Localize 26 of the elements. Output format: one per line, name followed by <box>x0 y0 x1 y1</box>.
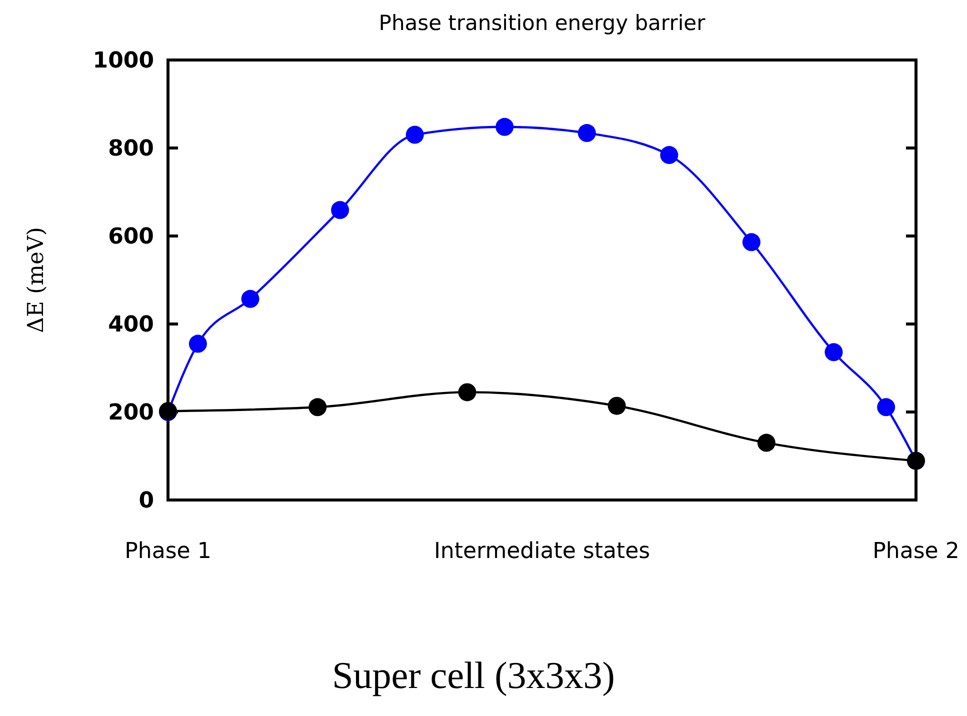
chart-title: Phase transition energy barrier <box>378 11 706 35</box>
point <box>660 146 678 164</box>
point <box>458 383 476 402</box>
y-tick-label: 800 <box>108 136 154 162</box>
point <box>308 398 327 416</box>
x-tick-label: Phase 2 <box>872 539 960 564</box>
y-tick-label: 0 <box>138 488 154 514</box>
y-tick-label: 200 <box>108 400 154 426</box>
point <box>578 124 596 142</box>
point <box>331 201 350 220</box>
point <box>877 398 896 416</box>
point <box>608 396 626 415</box>
x-tick-label: Intermediate states <box>434 539 650 564</box>
y-axis-title: ΔE (meV) <box>24 227 49 333</box>
point <box>188 334 207 353</box>
y-tick-label: 1000 <box>92 48 154 74</box>
text: Super cell (3x3x3) <box>332 655 615 697</box>
y-tick-label: 600 <box>108 224 154 250</box>
point <box>824 343 843 362</box>
point <box>742 233 760 252</box>
y-tick-label: 400 <box>108 312 154 338</box>
point <box>757 434 776 452</box>
x-tick-label: Phase 1 <box>124 539 212 564</box>
point <box>241 290 260 308</box>
point <box>496 118 514 136</box>
point <box>406 126 424 144</box>
